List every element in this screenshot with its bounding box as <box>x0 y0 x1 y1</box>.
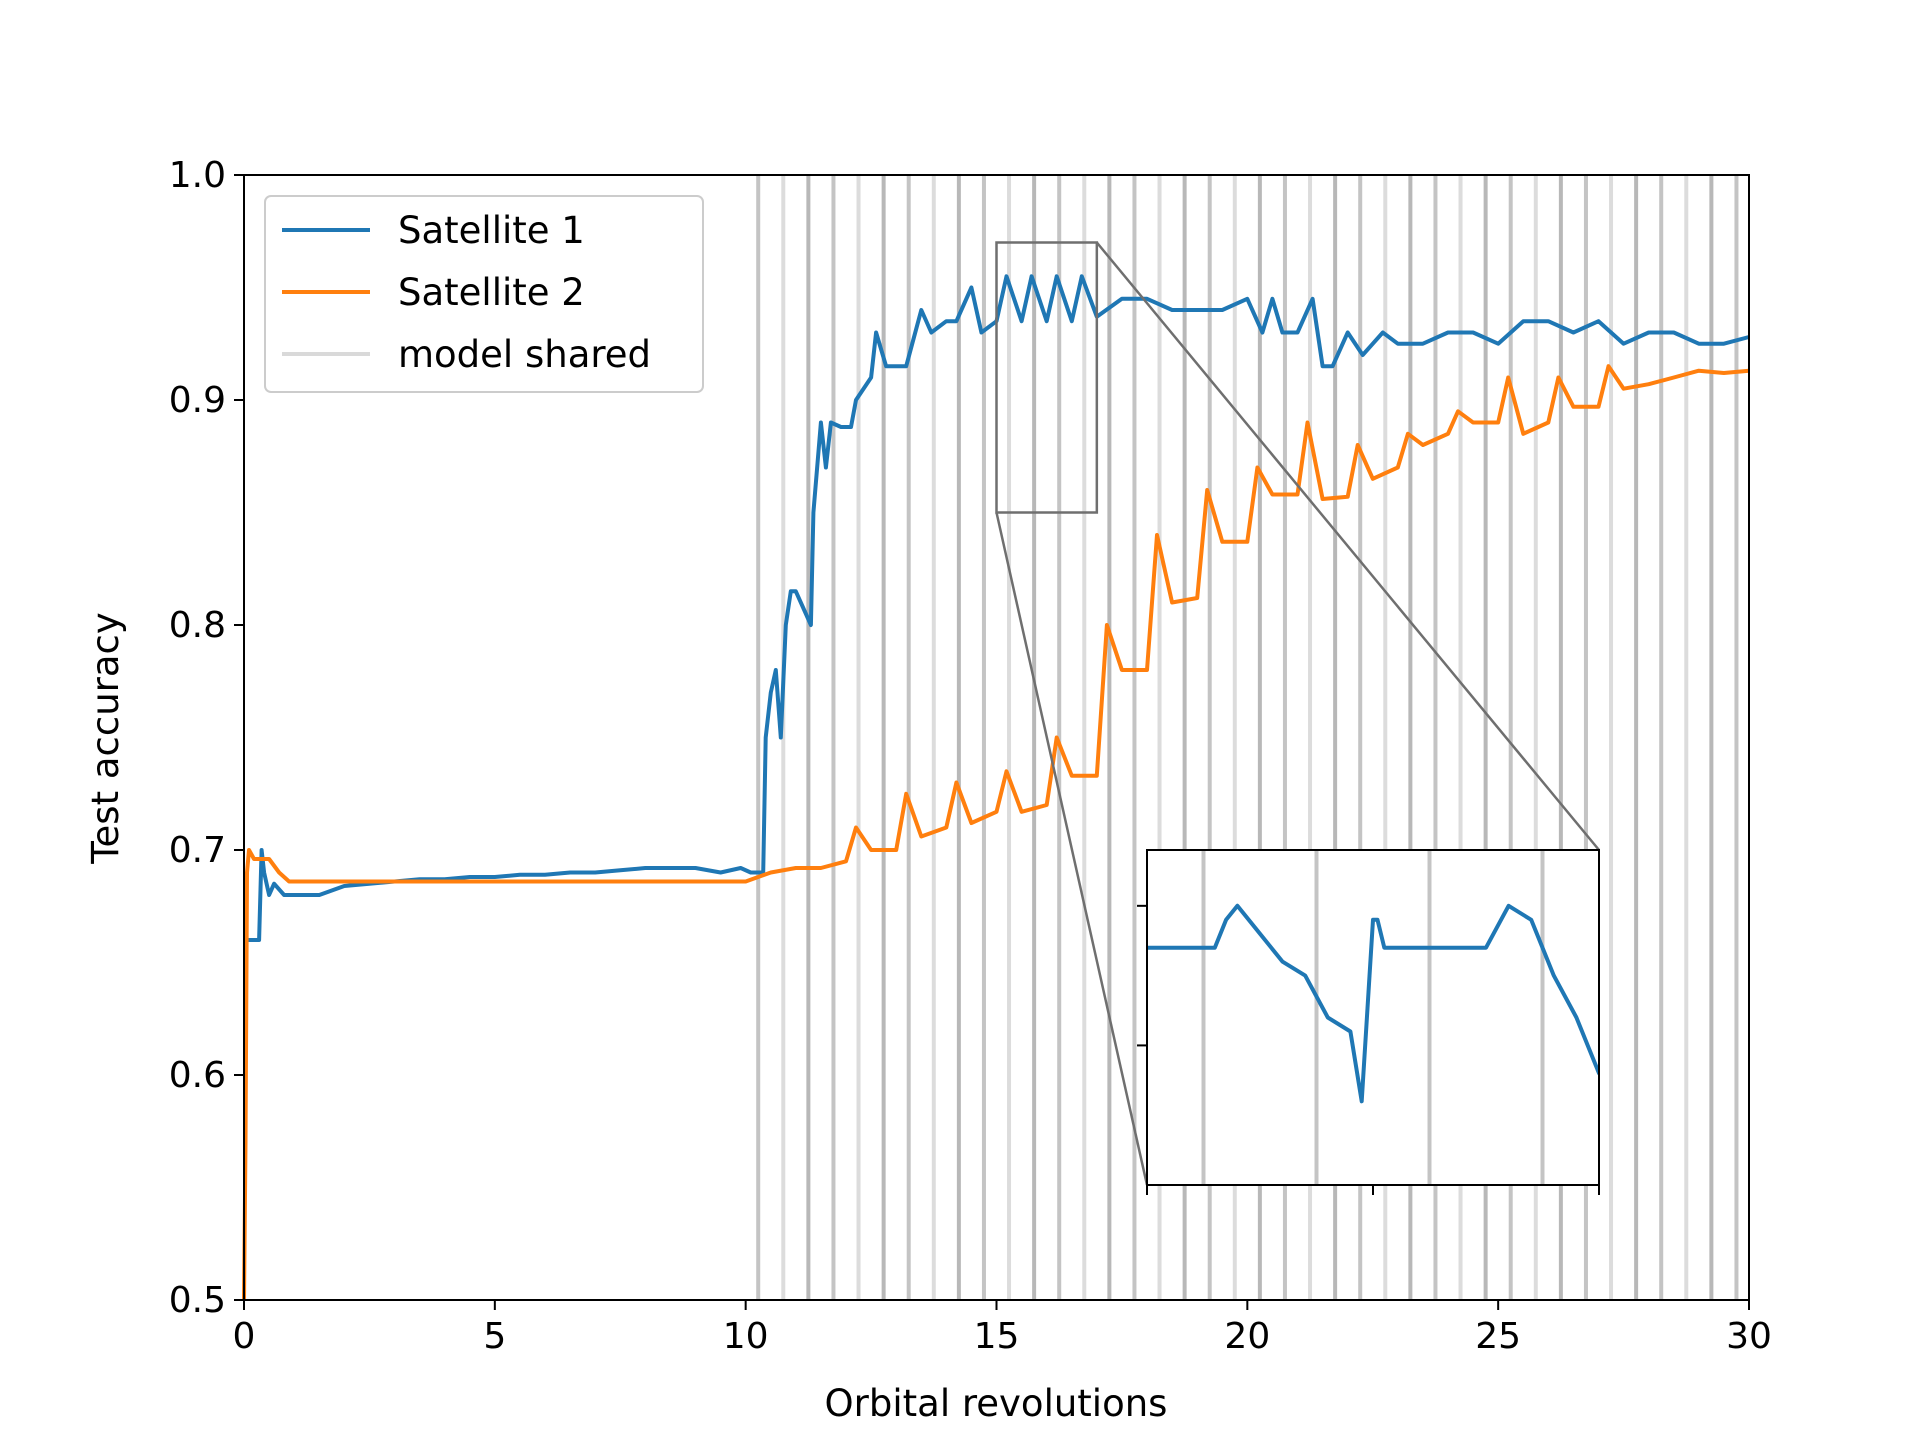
x-tick-label: 10 <box>723 1316 769 1357</box>
legend-label-model-shared: model shared <box>398 333 651 376</box>
legend-box <box>264 195 704 393</box>
y-tick-label: 0.5 <box>169 1280 226 1321</box>
x-tick-label: 20 <box>1224 1316 1270 1357</box>
legend-label-satellite-2: Satellite 2 <box>398 271 585 314</box>
series-lines <box>242 274 1750 1301</box>
x-axis-label: Orbital revolutions <box>825 1382 1168 1425</box>
y-tick-label: 0.9 <box>169 380 226 421</box>
x-tick-label: 5 <box>483 1316 506 1357</box>
series-line-satellite-1 <box>244 274 1750 942</box>
inset-series-line <box>1147 903 1599 1104</box>
x-tick-label: 15 <box>974 1316 1020 1357</box>
zoom-connector <box>1095 241 1600 851</box>
y-tick-label: 0.7 <box>169 830 226 871</box>
y-axis: 0.5 0.6 0.7 0.8 0.9 1.0 <box>169 155 244 1321</box>
y-tick-label: 1.0 <box>169 155 226 196</box>
series-line-satellite-2 <box>242 364 1750 1301</box>
x-tick-label: 25 <box>1475 1316 1521 1357</box>
y-tick-label: 0.6 <box>169 1055 226 1096</box>
inset-ticks <box>1137 904 1600 1195</box>
y-axis-label: Test accuracy <box>84 612 127 865</box>
inset-background <box>1147 850 1599 1185</box>
legend: Satellite 1 Satellite 2 model shared <box>264 195 704 393</box>
x-axis: 0 5 10 15 20 25 30 <box>233 1300 1772 1357</box>
inset-series-line-satellite-1 <box>1147 903 1599 1104</box>
zoom-region-rect <box>995 241 1099 514</box>
legend-label-satellite-1: Satellite 1 <box>398 209 585 252</box>
inset-axes <box>1137 849 1600 1195</box>
inset-model-shared-lines <box>1201 850 1545 1185</box>
zoom-box <box>995 241 1600 1186</box>
y-tick-label: 0.8 <box>169 605 226 646</box>
x-tick-label: 0 <box>233 1316 256 1357</box>
zoom-connector <box>995 512 1149 1186</box>
x-tick-label: 30 <box>1726 1316 1772 1357</box>
